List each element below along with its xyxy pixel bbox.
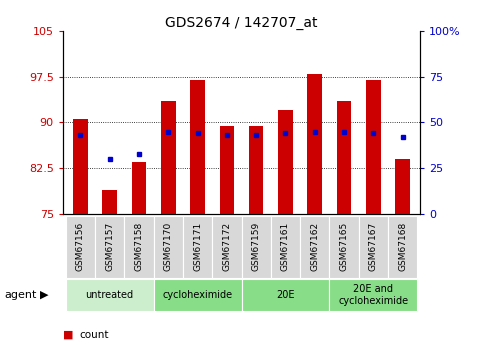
Bar bbox=[220, 126, 234, 214]
Bar bbox=[278, 110, 293, 214]
Text: GSM67167: GSM67167 bbox=[369, 222, 378, 271]
Text: agent: agent bbox=[5, 290, 37, 300]
Bar bbox=[102, 189, 117, 214]
Text: GSM67158: GSM67158 bbox=[134, 222, 143, 271]
Text: GSM67172: GSM67172 bbox=[222, 222, 231, 271]
Bar bbox=[132, 162, 146, 214]
Text: 20E: 20E bbox=[276, 290, 295, 300]
Bar bbox=[337, 101, 351, 214]
Title: GDS2674 / 142707_at: GDS2674 / 142707_at bbox=[165, 16, 318, 30]
Text: cycloheximide: cycloheximide bbox=[162, 290, 233, 300]
Text: GSM67170: GSM67170 bbox=[164, 222, 173, 271]
Text: GSM67157: GSM67157 bbox=[105, 222, 114, 271]
Bar bbox=[395, 159, 410, 214]
Text: ■: ■ bbox=[63, 330, 73, 339]
Text: 20E and
cycloheximide: 20E and cycloheximide bbox=[338, 284, 409, 306]
Bar bbox=[190, 80, 205, 214]
Bar bbox=[366, 80, 381, 214]
Text: GSM67159: GSM67159 bbox=[252, 222, 261, 271]
Bar bbox=[307, 74, 322, 214]
Text: GSM67156: GSM67156 bbox=[76, 222, 85, 271]
Text: count: count bbox=[80, 330, 109, 339]
Text: GSM67161: GSM67161 bbox=[281, 222, 290, 271]
Text: ▶: ▶ bbox=[40, 290, 48, 300]
Text: GSM67162: GSM67162 bbox=[310, 222, 319, 271]
Text: untreated: untreated bbox=[85, 290, 134, 300]
Bar bbox=[73, 119, 88, 214]
Bar bbox=[161, 101, 176, 214]
Text: GSM67165: GSM67165 bbox=[340, 222, 349, 271]
Text: GSM67171: GSM67171 bbox=[193, 222, 202, 271]
Bar bbox=[249, 126, 263, 214]
Text: GSM67168: GSM67168 bbox=[398, 222, 407, 271]
